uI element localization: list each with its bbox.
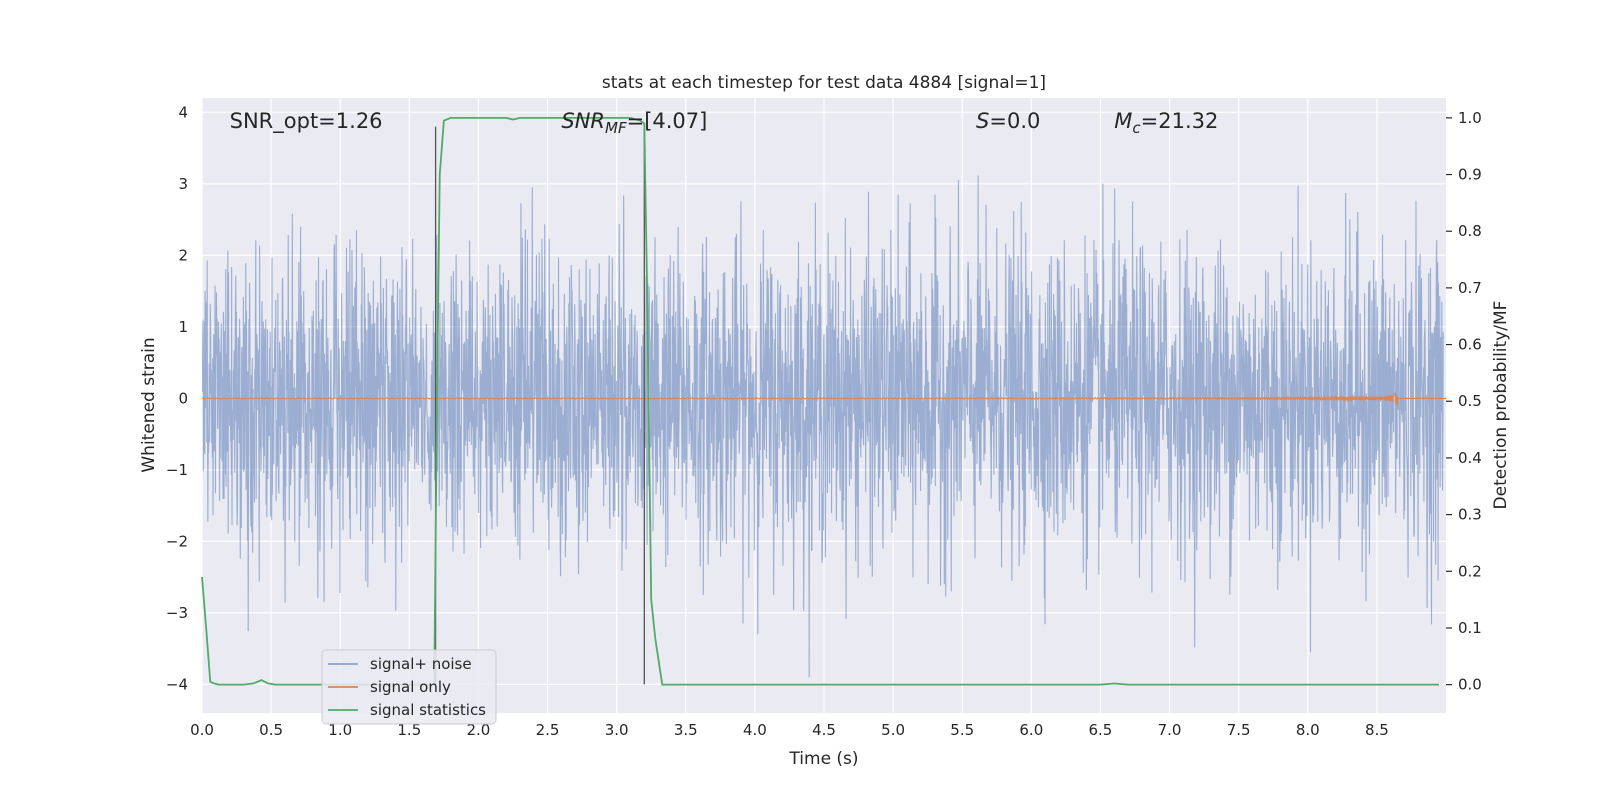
annotations: SNR_opt=1.26 SNRMF=[4.07] S=0.0 Mc=21.32 [230,109,1219,137]
x-tick-label: 0.0 [190,721,214,739]
annotation: SNRMF=[4.07] [561,109,707,137]
x-tick-label: 8.0 [1296,721,1320,739]
signal-only-line [201,392,1446,406]
y-right-tick-label: 0.3 [1458,506,1482,524]
y-left-tick-label: 2 [178,246,188,264]
y-right-tick-label: 0.6 [1458,336,1482,354]
legend-box [321,649,497,725]
x-tick-label: 3.5 [674,721,698,739]
x-tick-label: 2.5 [536,721,560,739]
y-right-tick-label: 0.4 [1458,449,1482,467]
y-left-tick-label: 1 [178,318,188,336]
x-tick-label: 1.0 [328,721,352,739]
y-right-ticks: 0.0 0.1 0.2 0.3 0.4 0.5 0.6 0.7 0.8 0.9 1.0 [1446,109,1482,694]
y-left-tick-label: 4 [178,103,188,121]
y-left-tick-label: −3 [166,604,188,622]
x-tick-label: 7.0 [1158,721,1182,739]
y-right-tick-label: 0.1 [1458,619,1482,637]
x-tick-label: 0.5 [259,721,283,739]
y-right-tick-label: 0.9 [1458,166,1482,184]
y-left-tick-label: 3 [178,175,188,193]
signal-statistics-series [201,116,1440,686]
x-ticks: 0.0 0.5 1.0 1.5 2.0 2.5 3.0 3.5 4.0 4.5 5.0 5.5 6.0 6… [190,721,1389,739]
x-tick-label: 1.5 [397,721,421,739]
annotation: S=0.0 [976,109,1040,133]
x-tick-label: 3.0 [605,721,629,739]
x-tick-label: 6.5 [1089,721,1113,739]
chart-title: stats at each timestep for test data 488… [602,73,1046,93]
legend-label: signal only [370,678,451,696]
x-axis-label: Time (s) [788,749,858,769]
y-right-tick-label: 0.0 [1458,676,1482,694]
noise-line [202,175,1444,678]
x-tick-label: 2.0 [467,721,491,739]
y-left-tick-label: −4 [166,675,188,693]
legend: signal+ noise signal only signal statistic… [321,649,497,725]
signal-only-series [201,392,1446,406]
annotation: Mc=21.32 [1114,109,1218,137]
noise-series [202,175,1444,678]
y-left-ticks: −4 −3 −2 −1 0 1 2 3 4 [166,103,188,693]
y-right-tick-label: 0.2 [1458,562,1482,580]
x-tick-label: 5.5 [950,721,974,739]
x-tick-label: 6.0 [1019,721,1043,739]
x-tick-label: 8.5 [1365,721,1389,739]
y-left-axis-label: Whitened strain [139,337,159,472]
y-right-tick-label: 1.0 [1458,109,1482,127]
legend-label: signal+ noise [370,655,472,673]
annotation: SNR_opt=1.26 [230,109,383,134]
x-tick-label: 4.5 [812,721,836,739]
y-left-tick-label: −2 [166,532,188,550]
x-tick-label: 4.0 [743,721,767,739]
y-left-tick-label: −1 [166,461,188,479]
signal-statistics-line [201,116,1440,686]
y-right-tick-label: 0.5 [1458,392,1482,410]
y-left-tick-label: 0 [178,389,188,407]
y-right-tick-label: 0.7 [1458,279,1482,297]
y-right-axis-label: Detection probability/MF [1491,301,1511,510]
legend-label: signal statistics [370,701,486,719]
x-tick-label: 7.5 [1227,721,1251,739]
y-right-tick-label: 0.8 [1458,222,1482,240]
x-tick-label: 5.0 [881,721,905,739]
